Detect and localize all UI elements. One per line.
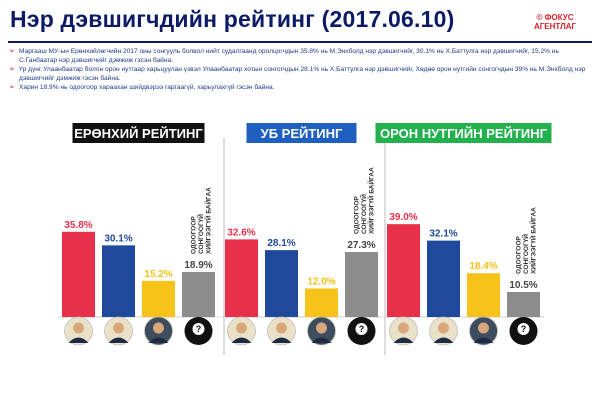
candidate-suit [473, 337, 494, 343]
panel-title: ЕРӨНХИЙ РЕЙТИНГ [74, 126, 203, 141]
note-item: ➢ Харин 18.9% нь одоогоор хараахан шийдвэ… [8, 84, 592, 93]
undecided-label-line: ХИЙГЭЭГҮЙ БАЙГАА [529, 207, 538, 274]
data-label: 27.3% [347, 240, 375, 251]
data-label: 12.0% [307, 276, 335, 287]
candidate-face [236, 322, 247, 334]
candidate-suit [393, 337, 414, 343]
question-mark-icon: ? [521, 324, 527, 334]
unknown-person-head [517, 323, 530, 335]
candidate-face [153, 322, 164, 334]
undecided-label-line: ХИЙГЭЭГҮЙ БАЙГАА [367, 167, 376, 234]
question-mark-icon: ? [196, 324, 202, 334]
candidate-face [438, 322, 449, 334]
undecided-label-line: ОДООГООР [191, 216, 198, 254]
undecided-label-line: СОНГООГҮЙ [196, 214, 205, 254]
panel-title-box [375, 123, 552, 143]
page-title: Нэр дэвшигчдийн рейтинг (2017.06.10) [10, 6, 455, 32]
source-logo: © ФОКУС АГЕНТЛАГ [520, 13, 590, 31]
data-label: 18.4% [469, 261, 497, 272]
panel-title-box [246, 123, 357, 143]
bar [345, 252, 378, 317]
bullet-arrow-icon: ➢ [9, 48, 15, 55]
undecided-label: ОДООГООР СОНГООГҮЙ ХИЙГЭЭГҮЙ БАЙГАА [191, 187, 213, 254]
source-line-1: © ФОКУС [536, 13, 574, 22]
bar [102, 245, 135, 317]
candidate-suit [148, 337, 169, 343]
data-label: 39.0% [389, 212, 417, 223]
bar [62, 231, 95, 317]
bar [387, 224, 420, 317]
panel-title-box [72, 123, 205, 143]
title-divider [8, 41, 592, 43]
bar [305, 288, 338, 317]
undecided-label-line: СОНГООГҮЙ [521, 234, 530, 274]
candidate-suit [68, 337, 89, 343]
data-label: 15.2% [144, 269, 172, 280]
candidate-face [276, 322, 287, 334]
undecided-label-line: СОНГООГҮЙ [359, 194, 368, 234]
bar [467, 273, 500, 317]
undecided-label-line: ХИЙГЭЭГҮЙ БАЙГАА [204, 187, 213, 254]
undecided-label-line: ОДООГООР [516, 236, 523, 274]
candidate-face [398, 322, 409, 334]
candidate-suit [108, 337, 129, 343]
data-label: 28.1% [267, 238, 295, 249]
panel-title: УБ РЕЙТИНГ [261, 126, 343, 141]
summary-notes: ➢ Маргааш МУ-ын Ерөнхийлөгчийн 2017 оны с… [8, 48, 592, 94]
candidate-face [478, 322, 489, 334]
candidate-face [113, 322, 124, 334]
unknown-person-head [192, 323, 205, 335]
unknown-person-head [355, 323, 368, 335]
bar [265, 250, 298, 317]
note-text: Харин 18.9% нь одоогоор хараахан шийдвэр… [19, 84, 275, 92]
data-label: 10.5% [509, 280, 537, 291]
undecided-label: ОДООГООР СОНГООГҮЙ ХИЙГЭЭГҮЙ БАЙГАА [516, 207, 538, 274]
question-mark-icon: ? [359, 324, 365, 334]
note-text: Үр дүнг Улаанбаатар болон орон нутгаар х… [19, 66, 586, 82]
bar [427, 240, 460, 317]
data-label: 32.6% [227, 227, 255, 238]
bar [182, 272, 215, 317]
panel-title: ОРОН НУТГИЙН РЕЙТИНГ [380, 126, 548, 141]
data-label: 30.1% [104, 233, 132, 244]
note-item: ➢ Маргааш МУ-ын Ерөнхийлөгчийн 2017 оны с… [8, 48, 592, 65]
undecided-label-line: ОДООГООР [354, 196, 361, 234]
candidate-suit [311, 337, 332, 343]
note-item: ➢ Үр дүнг Улаанбаатар болон орон нутгаар … [8, 66, 592, 83]
bar [142, 280, 175, 317]
candidate-face [73, 322, 84, 334]
note-text: Маргааш МУ-ын Ерөнхийлөгчийн 2017 оны со… [19, 48, 559, 64]
bar [225, 239, 258, 317]
bar [507, 292, 540, 317]
data-label: 35.8% [64, 220, 92, 231]
candidate-suit [271, 337, 292, 343]
candidate-face [316, 322, 327, 334]
bullet-arrow-icon: ➢ [9, 84, 15, 92]
candidate-suit [433, 337, 454, 343]
bullet-arrow-icon: ➢ [9, 66, 15, 74]
candidate-suit [231, 337, 252, 343]
source-line-2: АГЕНТЛАГ [533, 22, 577, 31]
data-label: 32.1% [429, 229, 457, 240]
undecided-label: ОДООГООР СОНГООГҮЙ ХИЙГЭЭГҮЙ БАЙГАА [354, 167, 376, 234]
data-label: 18.9% [184, 260, 212, 271]
